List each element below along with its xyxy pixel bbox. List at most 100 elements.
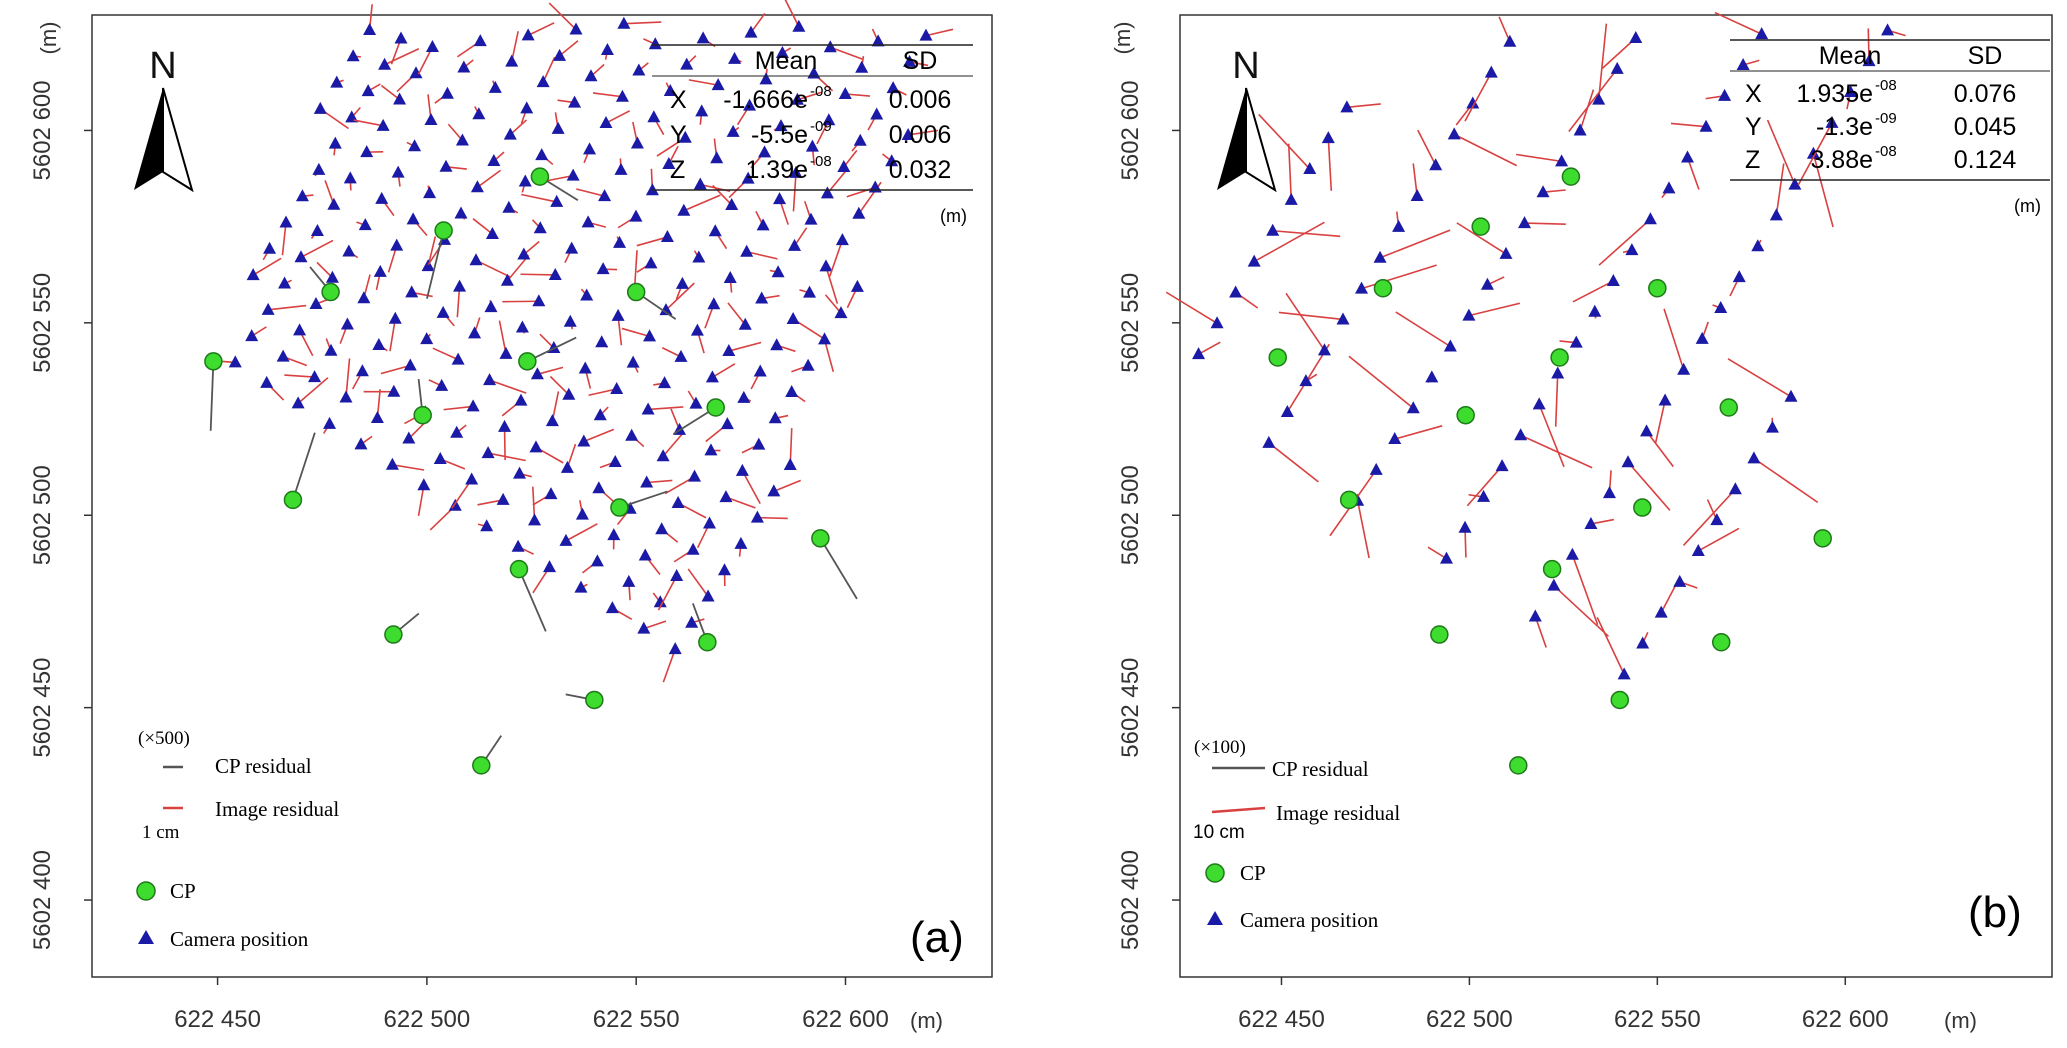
image-residual (1286, 343, 1330, 413)
camera-position (354, 437, 368, 450)
camera-position (740, 244, 754, 257)
image-residual (427, 236, 437, 267)
camera-position (485, 227, 499, 240)
camera-position (578, 361, 592, 374)
camera-position (622, 574, 636, 587)
camera-position (1640, 424, 1654, 437)
camera-position (720, 417, 734, 430)
camera-position (263, 241, 277, 254)
camera-position (1210, 316, 1224, 329)
camera-position (744, 25, 758, 38)
camera-position (710, 151, 724, 164)
camera-position (420, 332, 434, 345)
image-residual (1498, 16, 1511, 43)
control-point (1633, 498, 1652, 517)
camera-position (325, 270, 339, 283)
image-residual (1590, 518, 1615, 525)
y-tick-label: 5602 450 (29, 658, 56, 758)
control-point (811, 529, 830, 548)
image-residual (1456, 222, 1507, 255)
stats-unit-a: (m) (940, 206, 967, 226)
camera-position (850, 279, 864, 292)
camera-position (1736, 57, 1750, 70)
camera-position (1629, 30, 1643, 43)
camera-position (553, 48, 567, 61)
image-residual (1538, 404, 1565, 468)
image-residual (1596, 616, 1625, 675)
camera-position (1654, 605, 1668, 618)
image-residual (1464, 72, 1493, 122)
camera-position (659, 303, 673, 316)
image-residual (829, 46, 863, 60)
image-residual (727, 302, 746, 326)
camera-position (1602, 486, 1616, 499)
camera-position (390, 238, 404, 251)
camera-position (1503, 34, 1517, 47)
camera-position (658, 376, 672, 389)
image-residual (1361, 264, 1437, 290)
camera-position (752, 437, 766, 450)
stats-header-sd-b: SD (1968, 42, 2003, 70)
image-residual (316, 261, 333, 279)
camera-position (792, 19, 806, 32)
camera-position (261, 302, 275, 315)
image-residual (741, 470, 761, 505)
camera-position (613, 235, 627, 248)
y-unit-b: (m) (1110, 22, 1135, 55)
image-residual (456, 286, 461, 318)
legend-camera-b: Camera position (1240, 908, 1379, 932)
camera-position (1480, 277, 1494, 290)
control-point (1471, 217, 1490, 236)
image-residual (432, 347, 459, 361)
camera-position (1439, 551, 1453, 564)
image-residual (1654, 400, 1666, 444)
camera-position (768, 411, 782, 424)
camera-position (309, 297, 323, 310)
stats-header-mean-a: Mean (755, 47, 818, 75)
camera-position (1732, 270, 1746, 283)
image-residual (1579, 89, 1595, 131)
marks-a (204, 0, 954, 775)
camera-position (774, 119, 788, 132)
camera-position (1443, 339, 1457, 352)
plot-frame-a (91, 14, 993, 978)
camera-position (577, 434, 591, 447)
camera-position (1881, 23, 1895, 36)
image-residual (509, 119, 528, 136)
camera-position (871, 34, 885, 47)
image-residual (1258, 113, 1311, 170)
image-residual (792, 172, 797, 212)
camera-position (487, 153, 501, 166)
control-point (626, 282, 646, 302)
y-tick-label: 5602 500 (1117, 465, 1144, 565)
camera-position (734, 536, 748, 549)
camera-position (372, 337, 386, 350)
camera-position (346, 49, 360, 62)
camera-position (484, 300, 498, 313)
camera-position (385, 457, 399, 470)
camera-position (615, 89, 629, 102)
cp-residual (518, 568, 547, 632)
camera-position (1643, 212, 1657, 225)
camera-position (903, 54, 917, 67)
image-residual (1670, 122, 1707, 128)
camera-position (529, 440, 543, 453)
camera-position (421, 259, 435, 272)
camera-position (1229, 285, 1243, 298)
camera-position (1355, 281, 1369, 294)
camera-position (1299, 374, 1313, 387)
image-residual (520, 273, 556, 276)
camera-position (637, 621, 651, 634)
control-point (509, 559, 529, 579)
x-unit-a: (m) (910, 1008, 943, 1033)
control-point (1430, 625, 1449, 644)
camera-position (605, 601, 619, 614)
camera-position (1573, 123, 1587, 136)
legend-camera-marker-b (1207, 911, 1223, 925)
camera-position (342, 244, 356, 257)
camera-position (425, 39, 439, 52)
image-residual (475, 259, 511, 278)
control-point (321, 282, 340, 302)
image-residual (1753, 457, 1819, 504)
stats-axis-y-b: Y (1745, 113, 1762, 141)
